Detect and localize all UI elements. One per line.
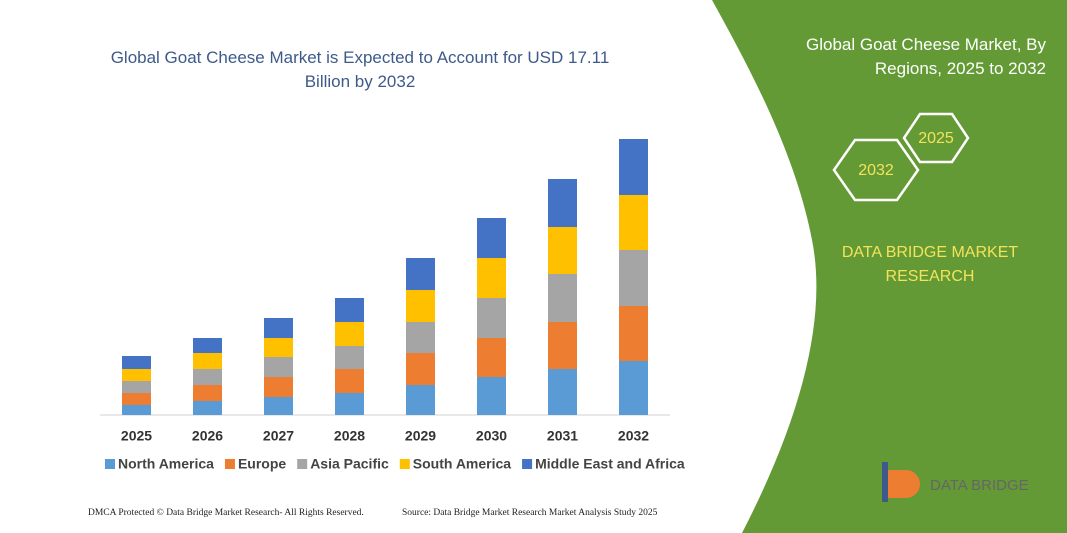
bar-segment xyxy=(335,346,364,369)
hex-label: 2032 xyxy=(858,162,894,179)
bar-segment xyxy=(193,369,222,385)
bar-segment xyxy=(477,377,506,415)
bar-segment xyxy=(122,393,151,405)
side-panel xyxy=(712,0,1067,533)
bar-segment xyxy=(619,195,648,250)
bar-segment xyxy=(619,139,648,195)
bar-segment xyxy=(335,298,364,322)
x-tick-label: 2028 xyxy=(334,428,365,444)
logo-icon xyxy=(882,462,888,502)
bar-segment xyxy=(406,258,435,290)
bar-segment xyxy=(477,258,506,298)
bar-segment xyxy=(193,401,222,415)
legend-swatch xyxy=(105,459,115,469)
logo-text: DATA BRIDGE xyxy=(930,477,1029,494)
bar-segment xyxy=(406,322,435,353)
bar-segment xyxy=(619,250,648,306)
bar-segment xyxy=(193,385,222,401)
bar-segment xyxy=(193,353,222,369)
bar-segment xyxy=(193,338,222,353)
x-tick-label: 2031 xyxy=(547,428,578,444)
chart-title: Global Goat Cheese Market is Expected to… xyxy=(110,48,610,91)
legend-label: Europe xyxy=(238,456,286,472)
bar-segment xyxy=(406,353,435,385)
legend-label: Middle East and Africa xyxy=(535,456,685,472)
bar-segment xyxy=(122,356,151,369)
bar-segment xyxy=(548,274,577,322)
x-tick-label: 2029 xyxy=(405,428,436,444)
bar-segment xyxy=(406,290,435,322)
bar-segment xyxy=(548,322,577,369)
hexagon xyxy=(902,112,970,164)
bar-segment xyxy=(264,318,293,338)
bar-segment xyxy=(335,369,364,393)
bar-segment xyxy=(406,385,435,415)
x-tick-label: 2032 xyxy=(618,428,649,444)
panel-title: Global Goat Cheese Market, By Regions, 2… xyxy=(805,35,1046,78)
logo-icon xyxy=(888,470,920,498)
hexagon xyxy=(832,138,920,202)
legend-swatch xyxy=(522,459,533,469)
hex-label: 2025 xyxy=(918,130,954,147)
footer-right: Source: Data Bridge Market Research Mark… xyxy=(402,508,658,518)
bar-segment xyxy=(264,377,293,397)
bar-segment xyxy=(122,369,151,381)
footer-left: DMCA Protected © Data Bridge Market Rese… xyxy=(88,508,364,518)
x-tick-label: 2027 xyxy=(263,428,294,444)
brand: DATA BRIDGE MARKET RESEARCH xyxy=(841,244,1019,285)
bar-segment xyxy=(264,397,293,415)
x-tick-label: 2030 xyxy=(476,428,507,444)
bar-segment xyxy=(264,357,293,377)
legend-swatch xyxy=(399,459,410,469)
bar-segment xyxy=(122,381,151,393)
legend-swatch xyxy=(297,459,308,469)
x-tick-label: 2026 xyxy=(192,428,223,444)
bar-segment xyxy=(477,338,506,377)
bar-segment xyxy=(477,298,506,338)
bar-segment xyxy=(619,361,648,415)
bar-segment xyxy=(548,369,577,415)
bar-segment xyxy=(335,393,364,415)
x-tick-label: 2025 xyxy=(121,428,152,444)
bar-segment xyxy=(619,306,648,361)
legend-label: South America xyxy=(413,456,511,472)
legend-swatch xyxy=(224,459,235,469)
bar-segment xyxy=(477,218,506,258)
legend-label: Asia Pacific xyxy=(310,456,389,472)
bar-segment xyxy=(264,338,293,357)
bar-segment xyxy=(122,405,151,415)
legend-label: North America xyxy=(118,456,214,472)
bar-segment xyxy=(335,322,364,346)
bar-segment xyxy=(548,227,577,274)
bar-segment xyxy=(548,179,577,227)
